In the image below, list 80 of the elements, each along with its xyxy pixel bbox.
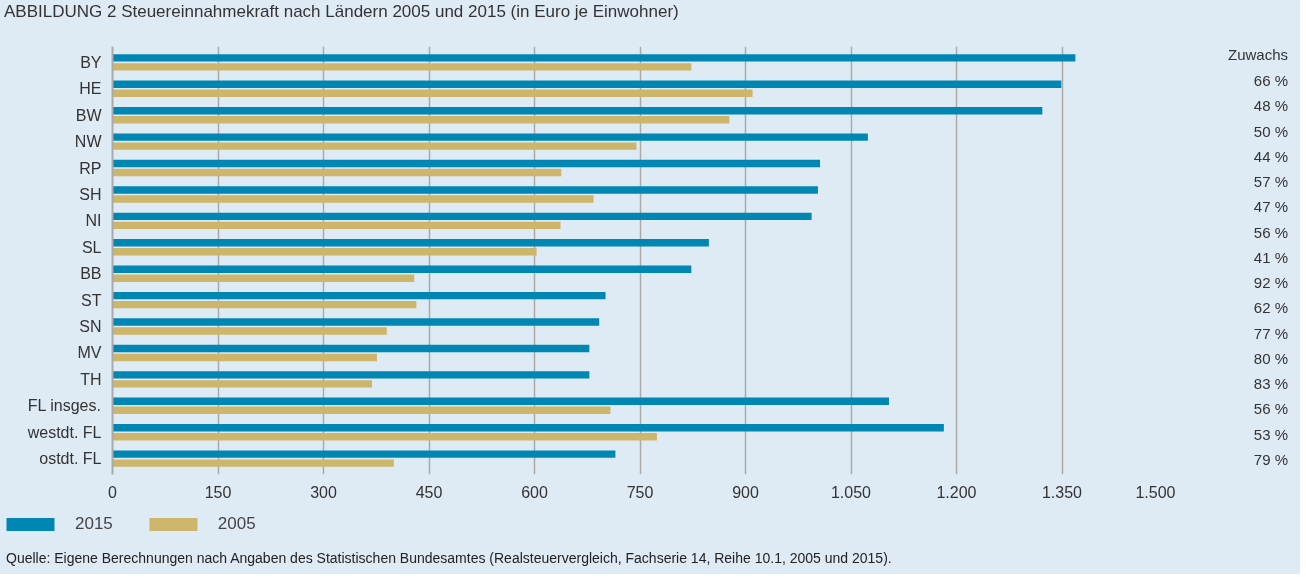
y-tick-label: ostdt. FL xyxy=(39,450,102,468)
bar xyxy=(112,133,868,141)
text: 66 % xyxy=(1253,72,1289,90)
text: 50 % xyxy=(1253,122,1289,140)
text: 48 % xyxy=(1253,97,1289,115)
x-tick-label: 1.350 xyxy=(1041,483,1083,501)
text: 80 % xyxy=(1253,349,1289,367)
x-tick-label: 600 xyxy=(521,483,548,501)
bar xyxy=(112,159,821,168)
legend-label: 2015 xyxy=(75,514,113,534)
bar xyxy=(112,450,616,458)
y-tick-label: BB xyxy=(80,265,102,283)
y-tick-label: BW xyxy=(75,106,103,124)
x-tick-label: 150 xyxy=(204,483,232,501)
bar xyxy=(112,327,387,335)
bar xyxy=(112,221,561,230)
text: 44 % xyxy=(1253,147,1289,165)
x-tick-label: 900 xyxy=(732,483,759,501)
bar xyxy=(112,195,594,203)
y-tick-label: FL insges. xyxy=(27,397,101,415)
chart-title: ABBILDUNG 2 Steuereinnahmekraft nach Ländern 2005 und 2015 (in Euro je Einwohner) xyxy=(4,1,679,23)
y-tick-label: RP xyxy=(79,159,102,177)
x-tick-label: 450 xyxy=(415,483,443,501)
bar xyxy=(112,459,394,467)
bar xyxy=(112,433,657,441)
bar xyxy=(112,291,606,300)
bar xyxy=(112,107,1043,115)
bar xyxy=(112,318,600,326)
bar xyxy=(112,397,889,406)
bar xyxy=(112,353,377,362)
y-tick-label: ST xyxy=(81,291,102,309)
text: 62 % xyxy=(1253,299,1289,317)
x-tick-label: 0 xyxy=(108,483,118,501)
y-tick-label: westdt. FL xyxy=(26,423,102,441)
text: 53 % xyxy=(1253,425,1289,443)
bar xyxy=(112,212,812,221)
y-tick-label: SH xyxy=(79,185,102,203)
bar xyxy=(112,239,709,247)
y-tick-label: NI xyxy=(85,212,102,230)
bar xyxy=(112,63,692,71)
text: 41 % xyxy=(1253,248,1289,266)
legend-label: 2005 xyxy=(217,514,256,534)
y-tick-label: MV xyxy=(77,344,102,362)
bar xyxy=(112,248,537,256)
bar xyxy=(112,371,590,379)
y-tick-label: BY xyxy=(80,53,102,71)
x-tick-label: 300 xyxy=(310,483,337,501)
text: 56 % xyxy=(1253,400,1289,418)
text: Zuwachs xyxy=(1227,46,1289,64)
y-tick-label: HE xyxy=(79,80,102,98)
y-tick-label: NW xyxy=(74,133,103,151)
bar xyxy=(112,168,562,177)
bar xyxy=(112,142,637,150)
bar xyxy=(112,265,692,273)
source-note: Quelle: Eigene Berechnungen nach Angaben des Statistischen Bundesamtes (Realsteuervergleich, Fachserie 14, Reihe 10.1, 2005 und 2015). xyxy=(6,549,892,568)
bar xyxy=(112,380,373,388)
bar xyxy=(112,115,730,124)
text: 79 % xyxy=(1253,450,1289,468)
bar xyxy=(112,186,818,194)
text: 57 % xyxy=(1253,173,1289,191)
text: 56 % xyxy=(1253,223,1289,241)
y-tick-label: TH xyxy=(80,370,102,388)
bar xyxy=(112,80,1062,88)
y-tick-label: SN xyxy=(79,318,102,336)
text: 83 % xyxy=(1253,375,1289,393)
bar xyxy=(112,344,590,353)
bar xyxy=(112,424,944,432)
text: 47 % xyxy=(1253,198,1289,216)
text: 92 % xyxy=(1253,274,1289,292)
bar xyxy=(112,89,753,97)
x-tick-label: 750 xyxy=(626,483,654,501)
bar xyxy=(112,54,1076,62)
bar xyxy=(112,274,415,282)
bar xyxy=(112,300,417,309)
text: 77 % xyxy=(1253,324,1289,342)
x-tick-label: 1.050 xyxy=(830,483,872,501)
x-tick-label: 1.500 xyxy=(1135,483,1176,501)
x-tick-label: 1.200 xyxy=(936,483,977,501)
y-tick-label: SL xyxy=(81,238,102,256)
bar xyxy=(112,406,611,414)
